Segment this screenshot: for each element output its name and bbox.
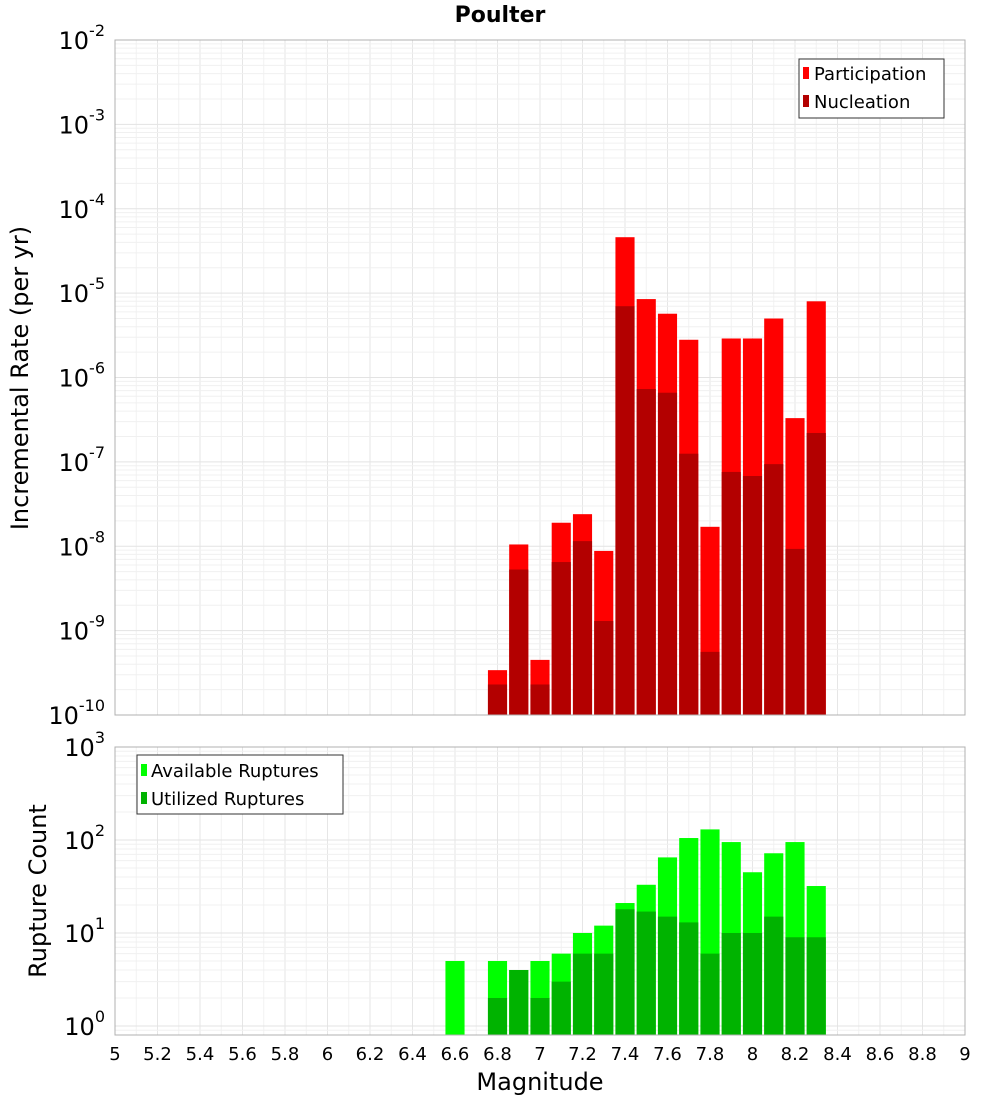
y-tick-label: 10-5: [59, 274, 106, 308]
bottom-plot-frame: [114, 746, 966, 1036]
bottom-legend: Available Ruptures Utilized Ruptures: [136, 754, 344, 815]
x-tick-label: 6.4: [398, 1044, 427, 1065]
legend-label-utilized: Utilized Ruptures: [151, 789, 304, 810]
count-bar-series2: [487, 997, 508, 1035]
count-bar-series2: [806, 937, 826, 1035]
x-tick-label: 8.2: [781, 1044, 810, 1065]
y-tick-label: 10-4: [59, 190, 106, 224]
count-bar-series2: [572, 953, 593, 1035]
rate-bar-series2: [636, 389, 656, 715]
top-legend-box: [798, 58, 945, 119]
x-tick-label: 8.8: [908, 1044, 937, 1065]
rate-bar-series2: [764, 464, 784, 715]
bottom-bars: [445, 829, 826, 1035]
y-tick-label: 10-2: [59, 21, 106, 55]
rate-bar-series2: [594, 621, 614, 715]
rate-bar-series2: [487, 684, 508, 715]
x-ticks: 5 5.2 5.4 5.6 5.8 6 6.2 6.4 6.6 6.8 7 7.2 7.4 7.6 7.8 8…: [109, 1044, 970, 1065]
count-bar-series2: [764, 916, 784, 1035]
count-bar-series2: [785, 937, 805, 1035]
x-tick-label: 5.8: [271, 1044, 300, 1065]
rate-bar-series2: [721, 471, 741, 715]
x-tick-label: 5.6: [228, 1044, 257, 1065]
x-tick-label: 7.2: [568, 1044, 597, 1065]
x-tick-label: 7.4: [611, 1044, 640, 1065]
top-legend: Participation Nucleation: [798, 58, 945, 119]
top-panel: 10-10 10-9 10-8 10-7 10-6 10-5 10-4 10-3 10-2 In…: [6, 21, 966, 730]
top-bars: [487, 237, 826, 715]
count-bar-series2: [679, 922, 699, 1035]
x-tick-label: 7.6: [653, 1044, 682, 1065]
rate-bar-series2: [530, 684, 550, 715]
count-bar-series2: [636, 911, 656, 1035]
count-bar-series2: [615, 909, 635, 1035]
count-bar-series2: [530, 997, 550, 1035]
x-tick-label: 6.8: [483, 1044, 512, 1065]
y-tick-label: 10-6: [59, 359, 106, 393]
bottom-legend-box: [136, 754, 344, 815]
rate-bar-series2: [657, 392, 678, 715]
bottom-y-ticks: 100 101 102 103: [64, 728, 105, 1041]
y-tick-label: 10-3: [59, 105, 106, 139]
rate-bar-series2: [615, 306, 635, 715]
y-tick-label: 100: [64, 1007, 105, 1041]
bottom-panel: 100 101 102 103 5 5.2 5.4 5.6 5.8 6 6.2 6.4 6.6 6.8 7…: [24, 728, 971, 1096]
y-tick-label: 102: [64, 821, 105, 855]
count-bar-series2: [509, 969, 529, 1035]
top-plot-frame: [114, 39, 966, 716]
x-tick-label: 8: [747, 1044, 758, 1065]
top-y-axis-label: Incremental Rate (per yr): [6, 226, 34, 530]
x-tick-label: 6: [322, 1044, 333, 1065]
rate-bar-series2: [509, 569, 529, 715]
rate-bar-series2: [742, 476, 763, 715]
y-tick-label: 10-7: [59, 443, 106, 477]
count-bar-series2: [700, 953, 720, 1035]
x-tick-label: 5: [109, 1044, 120, 1065]
top-y-ticks: 10-10 10-9 10-8 10-7 10-6 10-5 10-4 10-3 10-2: [48, 21, 105, 730]
rate-bar-series2: [679, 453, 699, 715]
legend-swatch-utilized: [141, 792, 147, 804]
count-bar-series2: [742, 932, 763, 1035]
count-bar-series2: [721, 932, 741, 1035]
legend-swatch-nucleation: [803, 95, 809, 107]
bottom-y-axis-label: Rupture Count: [24, 804, 52, 978]
count-bar-series2: [657, 916, 678, 1035]
chart-title: Poulter: [455, 3, 546, 28]
y-tick-label: 10-8: [59, 527, 106, 561]
count-bar-series1: [445, 960, 465, 1035]
x-tick-label: 8.4: [823, 1044, 852, 1065]
y-tick-label: 103: [64, 728, 105, 762]
x-tick-label: 7: [534, 1044, 545, 1065]
x-tick-label: 5.4: [186, 1044, 215, 1065]
legend-label-nucleation: Nucleation: [814, 92, 910, 113]
x-tick-label: 7.8: [696, 1044, 725, 1065]
legend-swatch-available: [141, 764, 147, 776]
legend-label-available: Available Ruptures: [151, 761, 319, 782]
legend-swatch-participation: [803, 67, 809, 79]
rate-bar-series2: [572, 541, 593, 715]
x-axis-label: Magnitude: [476, 1068, 603, 1096]
x-tick-label: 6.2: [356, 1044, 385, 1065]
rate-bar-series2: [806, 432, 826, 715]
x-tick-label: 5.2: [143, 1044, 172, 1065]
y-tick-label: 101: [64, 914, 105, 948]
rate-bar-series2: [785, 548, 805, 715]
legend-label-participation: Participation: [814, 64, 926, 85]
y-tick-label: 10-10: [48, 696, 105, 730]
rate-bar-series2: [700, 651, 720, 715]
count-bar-series2: [551, 981, 571, 1035]
top-grid: [114, 39, 966, 716]
x-tick-label: 9: [959, 1044, 970, 1065]
x-tick-label: 8.6: [866, 1044, 895, 1065]
y-tick-label: 10-9: [59, 612, 106, 646]
rate-bar-series2: [551, 562, 571, 715]
x-tick-label: 6.6: [441, 1044, 470, 1065]
count-bar-series2: [594, 953, 614, 1035]
